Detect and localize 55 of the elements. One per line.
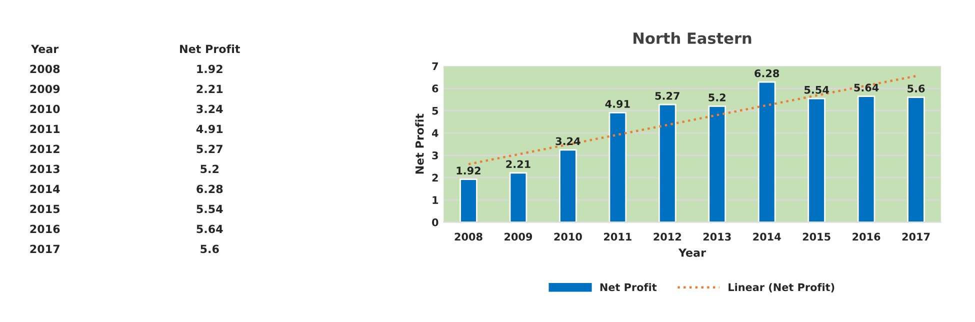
category-label: 2011 [30,124,60,134]
x-axis-title: Year [678,248,706,257]
y-tick-label: 6 [432,84,438,92]
text: 5.64 [196,224,223,234]
text: Net Profit [180,44,240,54]
y-tick-label: 7 [432,62,438,70]
category-label: 2010 [30,104,60,114]
x-tick-label: 2010 [554,232,582,241]
text: 6.28 [196,184,223,194]
x-tick-label: 2015 [802,232,830,241]
y-tick-label: 4 [432,129,438,137]
x-tick-label: 2012 [654,232,681,241]
legend-label: Net Profit [600,283,657,292]
data-label: 5.54 [804,86,829,94]
x-tick-label: 2009 [504,232,532,241]
x-tick-label: 2016 [852,232,880,241]
category-label: 2014 [30,184,60,194]
text: 5.6 [200,244,219,254]
x-tick-label: 2008 [454,232,482,241]
category-label: 2008 [30,64,60,74]
y-tick-label: 1 [432,196,438,204]
data-label: 5.2 [708,93,726,102]
category-label: 2017 [30,244,60,254]
y-tick-label: 2 [432,174,438,182]
data-label: 6.28 [754,69,780,78]
y-axis-title: Net Profit [415,114,424,174]
legend-label: Linear (Net Profit) [728,283,834,292]
data-label: 5.6 [908,84,925,92]
data-label: 4.91 [605,100,630,108]
category-label: 2013 [30,164,60,174]
text: 1.92 [197,64,222,74]
y-tick-label: 3 [432,151,438,160]
text: 3.24 [196,104,223,114]
data-label: 5.64 [854,84,879,92]
text: 4.91 [196,124,223,134]
text: 5.27 [196,144,222,154]
data-label: 2.21 [506,160,530,168]
text: 5.2 [200,164,218,174]
x-tick-label: 2017 [902,232,930,241]
y-tick-label: 0 [432,218,438,226]
category-label: 2015 [30,204,60,214]
data-label: 3.24 [556,137,580,146]
text: Year [30,44,59,54]
category-label: 2016 [30,224,60,234]
category-label: 2012 [30,144,60,154]
x-tick-label: 2013 [703,232,731,241]
data-label: 5.27 [655,92,680,100]
x-tick-label: 2011 [604,232,632,241]
chart-title: North Eastern [634,32,752,44]
data-label: 1.92 [456,166,480,175]
category-label: 2009 [30,84,60,94]
text: 5.54 [196,204,223,214]
text: 2.21 [196,84,223,93]
x-tick-label: 2014 [753,232,781,241]
y-tick-label: 5 [432,106,438,115]
